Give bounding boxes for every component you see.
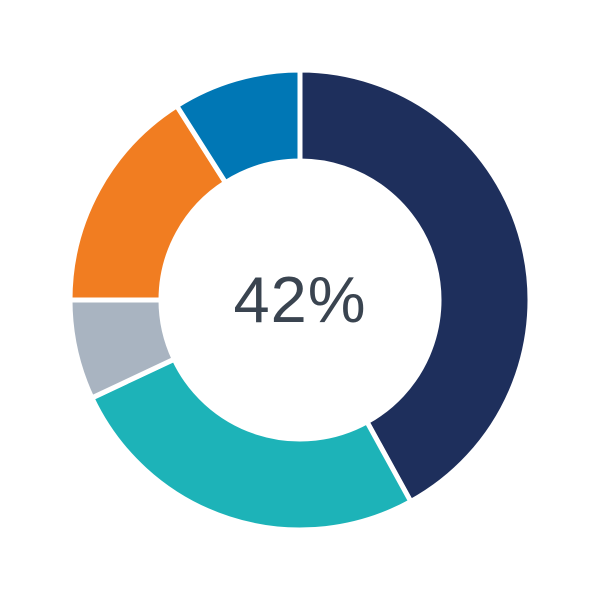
donut-segment-navy <box>297 67 533 505</box>
donut-segment-teal <box>89 356 414 533</box>
donut-segment-blue <box>174 67 303 186</box>
